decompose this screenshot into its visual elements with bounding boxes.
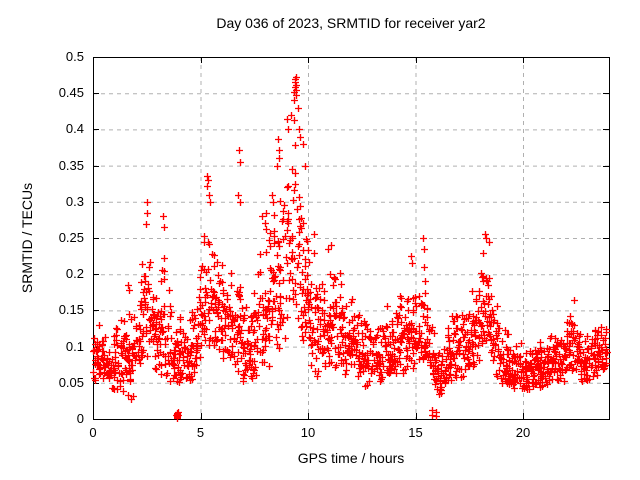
y-tick-label: 0.4 [65, 121, 84, 137]
y-tick-label: 0.3 [65, 193, 84, 209]
y-tick-label: 0.25 [58, 230, 84, 245]
y-tick-label: 0.5 [65, 49, 84, 64]
y-tick-label: 0.15 [58, 302, 84, 318]
y-tick-label: 0.35 [58, 157, 84, 173]
y-axis-label: SRMTID / TECUs [19, 182, 35, 294]
x-tick-label: 5 [196, 425, 205, 440]
y-tick-label: 0.45 [58, 85, 84, 101]
y-tick-label: 0.2 [65, 266, 84, 282]
x-axis-label: GPS time / hours [297, 450, 405, 466]
y-tick-label: 0.1 [65, 338, 84, 354]
x-tick-label: 10 [300, 425, 316, 440]
x-tick-label: 15 [408, 425, 423, 440]
y-tick-label: 0 [76, 411, 84, 426]
x-tick-label: 0 [89, 425, 97, 440]
data-points [90, 74, 611, 422]
x-tick-label: 20 [515, 425, 531, 440]
y-tick-label: 0.05 [58, 374, 84, 390]
chart-title: Day 036 of 2023, SRMTID for receiver yar… [216, 15, 486, 31]
